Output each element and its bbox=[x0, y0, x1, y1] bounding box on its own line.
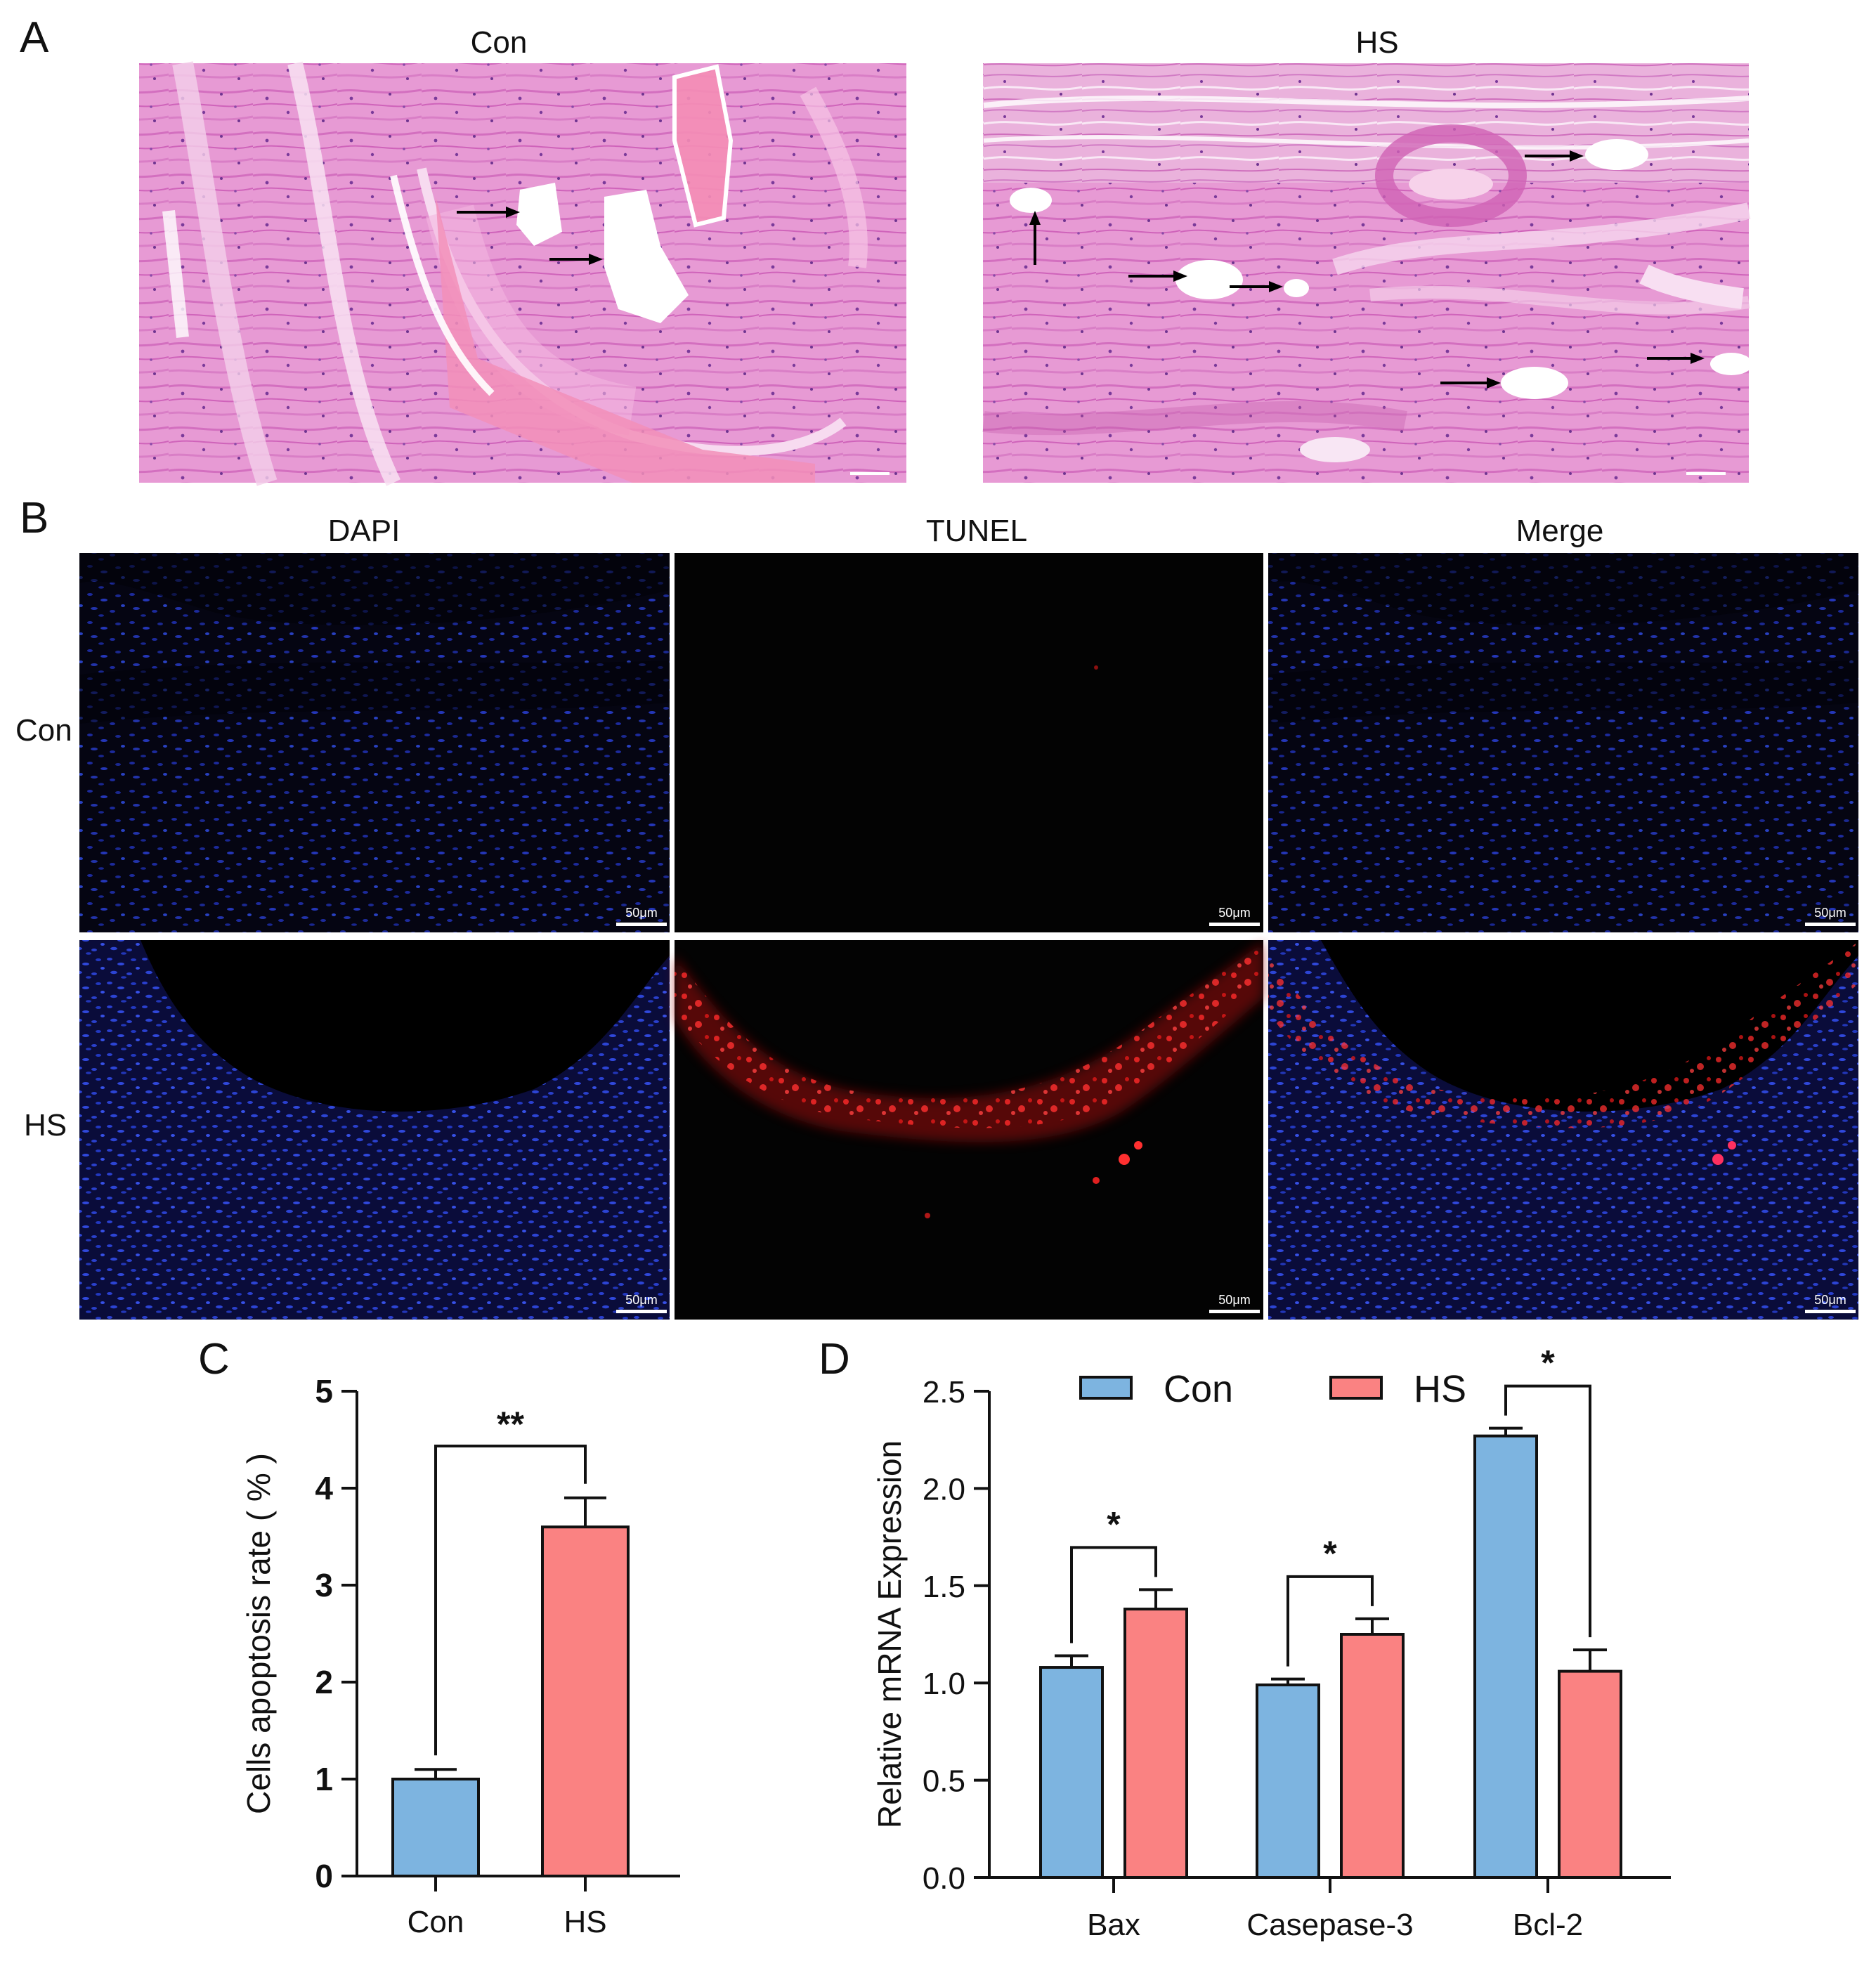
y-tick-label: 3 bbox=[315, 1567, 333, 1603]
arrow bbox=[457, 207, 520, 218]
scale-bar-label: 50μm bbox=[625, 906, 657, 920]
scale-bar bbox=[1686, 472, 1726, 475]
scale-bar bbox=[1805, 1310, 1856, 1313]
x-tick-label: HS bbox=[564, 1905, 606, 1939]
he-image-hs bbox=[982, 63, 1752, 483]
fluor-hs-merge bbox=[1268, 940, 1858, 1320]
panel-b-row-con: Con bbox=[15, 713, 72, 748]
panel-a-label: A bbox=[20, 13, 49, 62]
panel-a-title-hs: HS bbox=[1355, 25, 1398, 60]
significance-label: ** bbox=[497, 1405, 524, 1444]
y-tick-label: 2.5 bbox=[923, 1375, 965, 1409]
y-tick-label: 5 bbox=[315, 1373, 333, 1409]
arrow bbox=[1029, 211, 1041, 265]
panel-a-title-con: Con bbox=[471, 25, 528, 60]
y-tick-label: 0 bbox=[315, 1858, 333, 1894]
significance-label: * bbox=[1541, 1343, 1555, 1383]
y-tick-label: 1.0 bbox=[923, 1667, 965, 1701]
y-tick-label: 2 bbox=[315, 1664, 333, 1700]
x-tick-label: Casepase-3 bbox=[1246, 1908, 1413, 1942]
scale-bar-label: 50μm bbox=[1814, 1293, 1846, 1307]
fluor-hs-tunel bbox=[675, 940, 1263, 1320]
panel-b-col-dapi: DAPI bbox=[328, 514, 400, 548]
y-tick-label: 2.0 bbox=[923, 1472, 965, 1506]
y-tick-label: 4 bbox=[315, 1470, 333, 1506]
y-tick-label: 0.5 bbox=[923, 1764, 965, 1799]
scale-bar bbox=[1805, 923, 1856, 926]
significance-label: * bbox=[1107, 1504, 1121, 1544]
panel-b-label: B bbox=[20, 494, 48, 542]
x-tick-label: Con bbox=[408, 1905, 464, 1939]
bar-con-bcl-2 bbox=[1473, 1434, 1538, 1879]
arrow bbox=[1440, 377, 1501, 389]
scale-bar bbox=[850, 472, 890, 475]
arrow bbox=[549, 254, 603, 265]
fluor-con-merge bbox=[1268, 553, 1858, 932]
bar-hs-bcl-2 bbox=[1558, 1669, 1622, 1880]
y-tick-label: 1 bbox=[315, 1761, 333, 1797]
scale-bar-label: 50μm bbox=[1218, 1293, 1250, 1307]
scale-bar bbox=[1209, 923, 1260, 926]
bar-hs-casepase-3 bbox=[1340, 1633, 1405, 1879]
chart-c: 0 1 2 3 4 5 Cells apoptosis rate ( % ) Con HS ** bbox=[240, 1373, 680, 1939]
panel-b-col-merge: Merge bbox=[1516, 514, 1604, 548]
scale-bar bbox=[1209, 1310, 1260, 1313]
bar-hs bbox=[541, 1525, 630, 1877]
y-axis-label: Relative mRNA Expression bbox=[871, 1440, 908, 1828]
he-image-con bbox=[139, 61, 906, 486]
scale-bar bbox=[616, 1310, 667, 1313]
scale-bar-label: 50μm bbox=[1218, 906, 1250, 920]
y-tick-label: 0.0 bbox=[923, 1861, 965, 1896]
chart-d: 0.0 0.5 1.0 1.5 2.0 2.5 Relative mRNA Expressi… bbox=[871, 1343, 1671, 1942]
scale-bar-label: 50μm bbox=[625, 1293, 657, 1307]
bar-con bbox=[391, 1778, 480, 1877]
arrow bbox=[1525, 150, 1584, 162]
panel-b-row-hs: HS bbox=[24, 1108, 67, 1142]
significance-bracket bbox=[1287, 1575, 1374, 1667]
significance-bracket bbox=[1504, 1384, 1591, 1638]
legend-swatch-hs bbox=[1329, 1376, 1383, 1400]
arrow bbox=[1647, 353, 1705, 364]
panel-d-label: D bbox=[819, 1335, 850, 1383]
scale-bar bbox=[616, 923, 667, 926]
significance-bracket bbox=[434, 1445, 587, 1756]
significance-bracket bbox=[1070, 1546, 1157, 1643]
panel-b-col-tunel: TUNEL bbox=[926, 514, 1027, 548]
arrow bbox=[1128, 271, 1187, 282]
bar-con-bax bbox=[1039, 1666, 1104, 1879]
significance-label: * bbox=[1323, 1534, 1337, 1573]
y-axis-label: Cells apoptosis rate ( % ) bbox=[240, 1453, 277, 1814]
scale-bar-label: 50μm bbox=[1814, 906, 1846, 920]
legend-swatch-con bbox=[1079, 1376, 1133, 1400]
fluor-con-dapi bbox=[79, 553, 670, 932]
fluor-hs-dapi bbox=[79, 940, 670, 1320]
x-tick-label: Bcl-2 bbox=[1513, 1908, 1583, 1942]
bar-con-casepase-3 bbox=[1256, 1683, 1320, 1880]
x-tick-label: Bax bbox=[1087, 1908, 1140, 1942]
legend-label-hs: HS bbox=[1414, 1368, 1466, 1410]
y-tick-label: 1.5 bbox=[923, 1570, 965, 1604]
legend-label-con: Con bbox=[1164, 1368, 1233, 1410]
arrow bbox=[1230, 281, 1283, 292]
fluor-con-tunel bbox=[675, 553, 1263, 932]
bar-hs-bax bbox=[1123, 1608, 1188, 1880]
panel-c-label: C bbox=[198, 1335, 230, 1383]
